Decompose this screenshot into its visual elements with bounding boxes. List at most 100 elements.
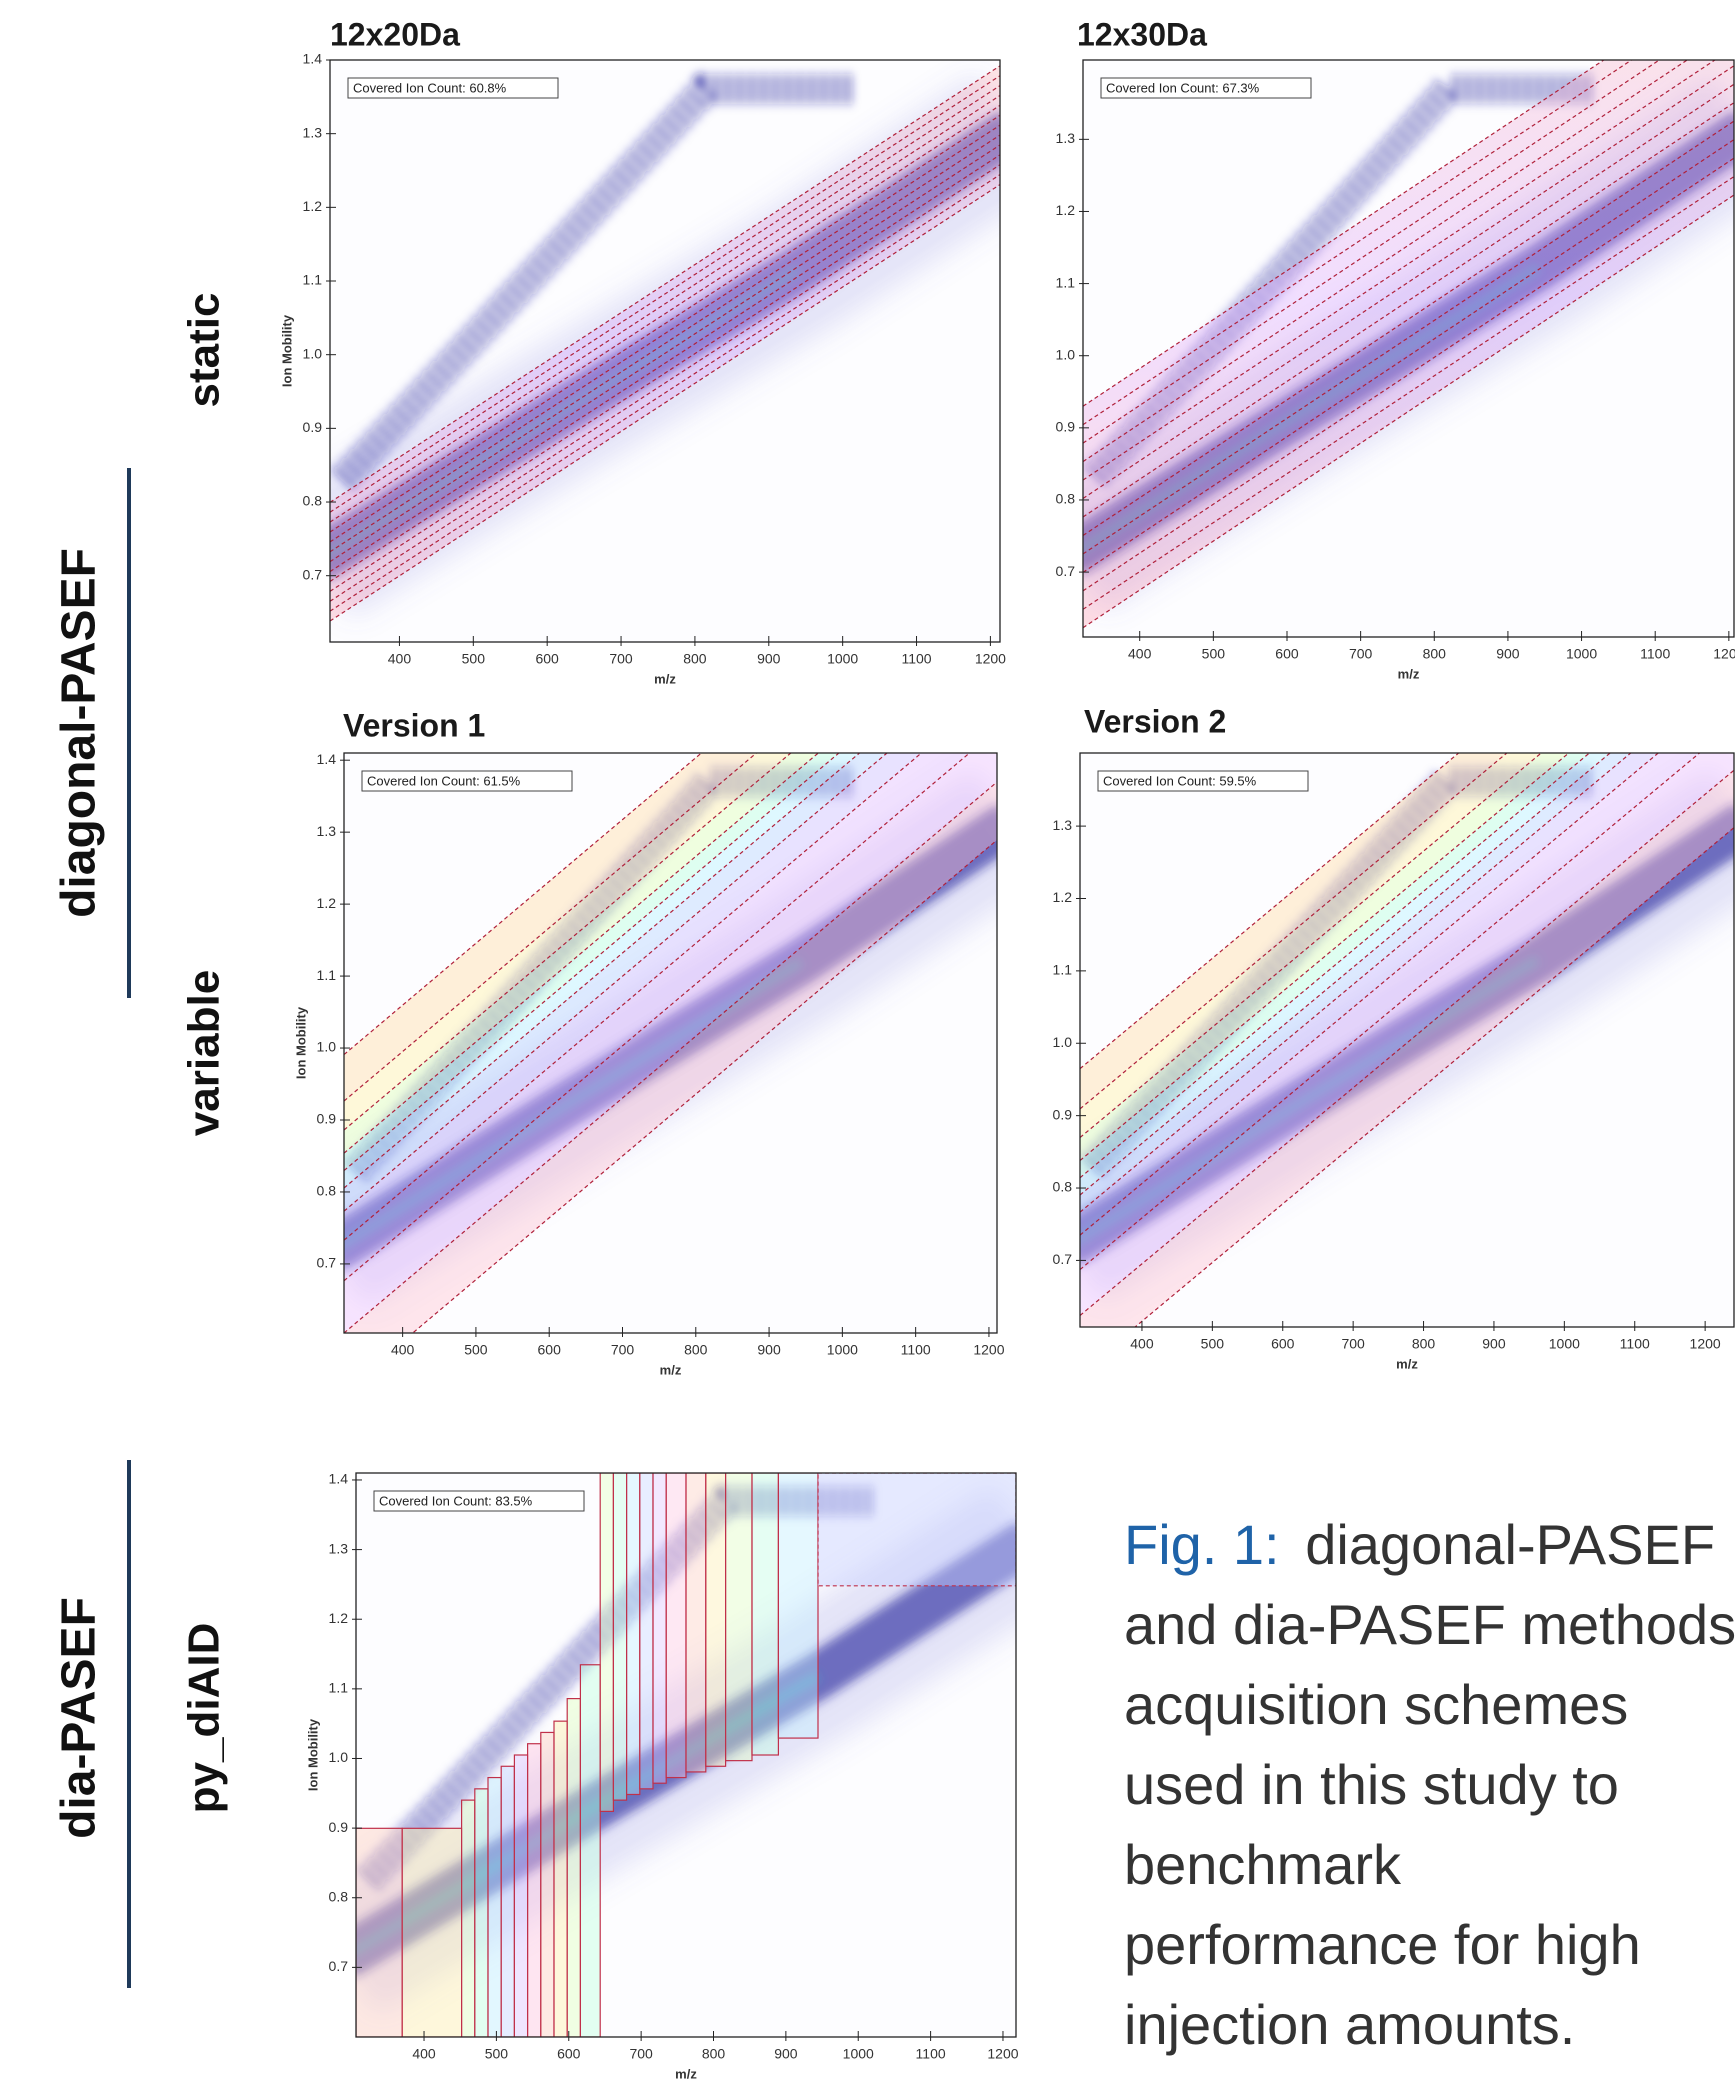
window-edge [411, 839, 997, 1333]
y-tick-label: 0.8 [329, 1888, 349, 1904]
covered-label: Covered Ion Count: 61.5% [367, 773, 521, 788]
y-tick-label: 1.3 [1056, 130, 1076, 146]
x-tick-label: 500 [1201, 1336, 1225, 1352]
x-tick-label: 1100 [901, 1342, 931, 1358]
x-tick-label: 600 [1275, 646, 1299, 662]
x-axis-label: m/z [1398, 666, 1420, 681]
x-tick-label: 800 [683, 651, 707, 667]
covered-label: Covered Ion Count: 83.5% [379, 1493, 533, 1508]
x-tick-label: 700 [1341, 1336, 1365, 1352]
y-tick-label: 1.4 [317, 751, 337, 767]
window-edge [1080, 753, 1570, 1162]
x-tick-label: 700 [609, 651, 633, 667]
x-tick-label: 700 [629, 2046, 653, 2062]
window [540, 1731, 555, 2037]
window [461, 1799, 476, 2037]
covered-box [1100, 77, 1312, 99]
window-edge [1083, 139, 1734, 573]
x-tick-label: 500 [1202, 646, 1226, 662]
density-band [332, 74, 853, 490]
plot-frame [343, 752, 998, 1334]
caption-line: acquisition schemes [1124, 1673, 1628, 1736]
caption-line: and dia-PASEF methods [1124, 1593, 1735, 1656]
y-tick-label: 1.3 [1053, 817, 1073, 833]
window-edge [344, 753, 792, 1131]
window-edge [1083, 60, 1661, 444]
y-tick-label: 1.3 [303, 124, 323, 140]
window-edge [344, 753, 703, 1056]
window [652, 1473, 667, 1784]
plot-area [356, 1473, 1016, 2037]
window-edge [344, 753, 840, 1172]
x-tick-label: 1100 [916, 2046, 946, 2062]
window [685, 1473, 707, 1773]
window-edge [344, 753, 888, 1212]
x-tick-label: 1100 [1620, 1336, 1650, 1352]
window [777, 1473, 819, 1739]
x-tick-label: 800 [1412, 1336, 1436, 1352]
x-tick-label: 1000 [827, 651, 858, 667]
window-edge [330, 144, 1000, 582]
y-tick-label: 0.7 [303, 566, 323, 582]
window-band [1080, 770, 1734, 1327]
plot-frame [329, 59, 1001, 643]
y-tick-label: 0.9 [1056, 419, 1076, 435]
window-edge [330, 75, 1000, 513]
window-edge [344, 753, 758, 1102]
window-edge [330, 104, 1000, 543]
window-edge [330, 154, 1000, 592]
window-band [1083, 60, 1734, 628]
caption-line: used in this study to [1124, 1753, 1619, 1816]
plot-area [330, 60, 1000, 642]
x-tick-label: 400 [388, 651, 412, 667]
caption-line: injection amounts. [1124, 1993, 1575, 2056]
caption-line: benchmark [1124, 1833, 1402, 1896]
x-tick-label: 900 [757, 1342, 781, 1358]
window-edge [344, 753, 861, 1189]
density-core [1080, 955, 1541, 1245]
x-tick-label: 1200 [973, 1342, 1004, 1358]
caption-line: performance for high [1124, 1913, 1641, 1976]
y-tick-label: 1.1 [1056, 274, 1076, 290]
window-edge [1080, 753, 1612, 1196]
window-edge [1080, 753, 1460, 1070]
x-tick-label: 900 [1496, 646, 1520, 662]
y-axis-label: Ion Mobility [305, 1718, 320, 1791]
x-axis-label: m/z [660, 1362, 682, 1377]
x-axis-label: m/z [654, 671, 676, 686]
y-tick-label: 0.9 [1053, 1106, 1073, 1122]
caption-label: Fig. 1: [1124, 1513, 1280, 1576]
y-tick-label: 0.7 [1053, 1251, 1073, 1267]
plot-frame [1079, 752, 1735, 1328]
window [724, 1473, 753, 1762]
y-tick-label: 0.9 [303, 419, 323, 435]
density-core [356, 1671, 821, 1956]
y-tick-label: 0.7 [1056, 563, 1076, 579]
y-tick-label: 1.2 [1053, 889, 1073, 905]
x-tick-label: 1000 [827, 1342, 858, 1358]
x-tick-label: 800 [1423, 646, 1447, 662]
window [553, 1720, 568, 2037]
y-tick-label: 1.0 [1053, 1034, 1073, 1050]
y-tick-label: 0.9 [317, 1111, 337, 1127]
window-edge [1083, 83, 1734, 518]
window-edge [1083, 157, 1734, 592]
covered-label: Covered Ion Count: 60.8% [353, 80, 507, 95]
window-edge [1083, 120, 1734, 555]
window-band [344, 753, 922, 1241]
x-tick-label: 1000 [843, 2046, 874, 2062]
window-edge [1083, 60, 1716, 481]
window-edge [1083, 176, 1734, 610]
window-edge [1080, 753, 1508, 1110]
row-label: variable [180, 970, 229, 1136]
y-axis-label: Ion Mobility [279, 314, 294, 387]
window [526, 1743, 542, 2037]
x-tick-label: 1200 [1713, 646, 1735, 662]
caption: Fig. 1: diagonal-PASEF [1124, 1513, 1715, 1576]
window [474, 1788, 489, 2037]
y-tick-label: 1.0 [329, 1749, 349, 1765]
x-tick-label: 600 [538, 1342, 562, 1358]
y-tick-label: 1.0 [317, 1039, 337, 1055]
y-tick-label: 1.3 [329, 1540, 349, 1556]
